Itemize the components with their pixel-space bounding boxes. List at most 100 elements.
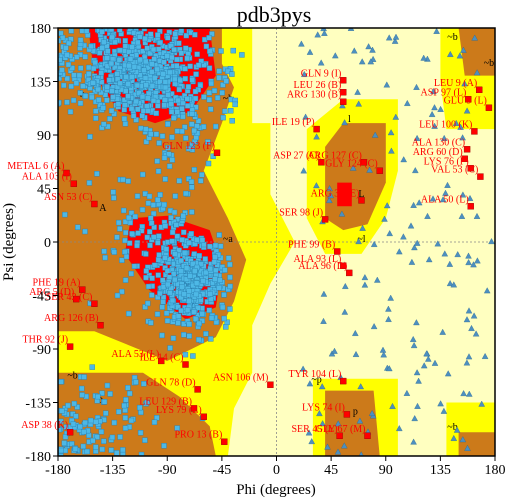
residue-point <box>82 54 88 60</box>
residue-point <box>134 82 141 89</box>
x-tick-label: 180 <box>485 463 506 478</box>
residue-point <box>171 46 177 53</box>
glycine-point <box>331 347 338 354</box>
residue-point <box>127 56 134 62</box>
outlier-label: PHE 19 (A) <box>33 278 81 289</box>
glycine-point <box>409 335 417 342</box>
region-letter: ~b <box>447 422 457 433</box>
glycine-point <box>411 244 418 251</box>
outlier-point <box>467 203 474 210</box>
residue-point <box>207 243 213 250</box>
residue-point <box>77 65 84 71</box>
glycine-point <box>415 377 422 384</box>
glycine-point <box>481 352 489 359</box>
glycine-point <box>466 194 474 201</box>
residue-point <box>220 114 226 121</box>
region-letter: ~a <box>223 234 233 245</box>
residue-point <box>212 276 218 282</box>
residue-point <box>212 242 219 249</box>
glycine-point <box>306 48 314 55</box>
outlier-label: SER 42 (C) <box>46 292 93 303</box>
residue-point <box>62 211 68 218</box>
residue-point <box>178 28 185 34</box>
residue-point <box>58 447 64 454</box>
glycine-point <box>351 47 358 54</box>
glycine-point <box>439 328 446 335</box>
residue-point <box>180 212 187 219</box>
residue-point <box>184 307 191 313</box>
y-tick-label: 180 <box>30 22 51 37</box>
glycine-point <box>313 133 320 140</box>
residue-point <box>151 75 158 82</box>
residue-point <box>61 440 67 446</box>
residue-point <box>144 300 151 307</box>
glycine-point <box>370 240 378 247</box>
residue-point <box>121 402 127 409</box>
glycine-point <box>334 448 342 455</box>
residue-point <box>174 56 180 63</box>
outlier-label: ASN 106 (M) <box>213 373 269 384</box>
residue-point <box>208 80 214 87</box>
residue-point <box>114 234 120 241</box>
residue-point <box>75 224 81 231</box>
residue-point <box>137 430 144 436</box>
glycine-point <box>452 119 460 126</box>
region-letter: ~b <box>447 32 457 43</box>
x-tick-label: -180 <box>45 463 71 478</box>
outlier-point <box>213 149 221 157</box>
residue-point <box>74 404 81 410</box>
residue-point <box>130 113 137 119</box>
residue-point <box>192 316 199 322</box>
residue-point <box>155 102 161 109</box>
glycine-point <box>380 351 387 358</box>
residue-point <box>229 71 235 77</box>
residue-point <box>137 72 143 78</box>
residue-point <box>59 35 66 41</box>
residue-point <box>232 101 238 108</box>
residue-point <box>128 417 135 424</box>
outlier-point <box>358 197 365 204</box>
region-letter: ~b <box>484 58 494 69</box>
residue-point <box>171 209 178 216</box>
region-letter: p <box>353 406 358 417</box>
residue-point <box>128 270 134 277</box>
residue-point <box>117 434 123 440</box>
residue-point <box>125 178 131 184</box>
residue-point <box>189 76 196 83</box>
residue-point <box>183 190 189 197</box>
glycine-point <box>385 305 392 312</box>
residue-point <box>158 94 165 100</box>
residue-point <box>183 265 190 271</box>
residue-point <box>224 319 230 325</box>
residue-point <box>160 299 166 305</box>
residue-point <box>126 240 133 246</box>
residue-point <box>104 83 110 90</box>
glycine-point <box>319 420 326 427</box>
residue-point <box>157 79 163 85</box>
residue-point <box>159 304 166 310</box>
outlier-label: ARG 60 (D) <box>413 147 463 158</box>
residue-point <box>168 54 175 61</box>
glycine-point <box>423 350 430 357</box>
glycine-point <box>305 429 313 436</box>
outlier-label: GLY 124 (C) <box>325 159 378 170</box>
residue-point <box>210 153 216 160</box>
residue-point <box>198 177 204 184</box>
residue-point <box>123 253 130 260</box>
residue-point <box>95 86 102 93</box>
residue-point <box>139 171 146 178</box>
residue-point <box>100 39 107 45</box>
residue-point <box>207 48 213 54</box>
residue-point <box>66 40 72 47</box>
residue-point <box>165 151 172 157</box>
glycine-point <box>463 107 471 114</box>
outlier-label: LEU 26 (B) <box>294 80 342 91</box>
glycine-point <box>332 52 339 59</box>
residue-point <box>76 72 83 79</box>
residue-point <box>99 446 105 453</box>
residue-point <box>139 93 146 100</box>
glycine-point <box>326 196 333 203</box>
residue-point <box>143 82 149 88</box>
residue-point <box>108 60 115 67</box>
